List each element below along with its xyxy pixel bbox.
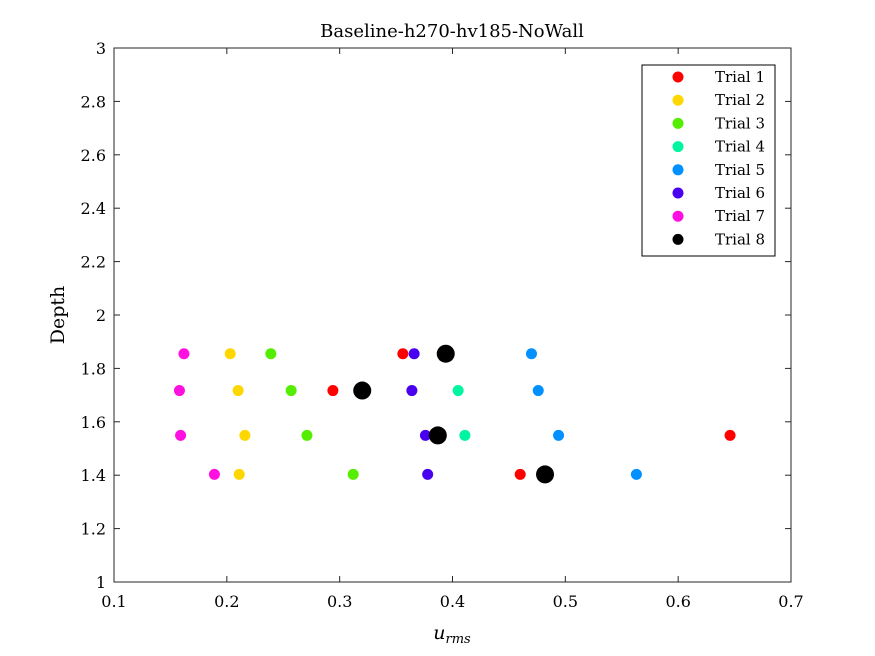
y-axis-ticks: 1 1.2 1.4 1.6 1.8 2 2.2 2.4 2.6 2.8 3 — [81, 39, 791, 592]
data-point — [406, 385, 418, 397]
y-tick-label: 2.8 — [81, 92, 106, 111]
data-point — [428, 426, 447, 445]
x-axis-ticks: 0.1 0.2 0.3 0.4 0.5 0.6 0.7 — [101, 48, 804, 611]
legend-marker — [672, 187, 684, 199]
y-tick-label: 1.4 — [81, 466, 106, 485]
legend-marker — [672, 141, 684, 153]
data-point — [422, 468, 434, 480]
y-tick-label: 2.6 — [81, 146, 106, 165]
data-point — [630, 468, 642, 480]
data-point — [724, 429, 736, 441]
data-point — [232, 385, 244, 397]
data-point — [208, 468, 220, 480]
data-point — [419, 429, 431, 441]
x-tick-label: 0.7 — [778, 592, 803, 611]
legend-marker — [672, 71, 684, 83]
data-point — [459, 429, 471, 441]
legend-marker — [672, 117, 684, 129]
legend-label: Trial 5 — [715, 161, 765, 179]
data-point — [301, 429, 313, 441]
data-point — [532, 385, 544, 397]
x-axis-label: urms — [433, 622, 471, 647]
data-point — [353, 381, 372, 400]
data-point — [233, 468, 245, 480]
data-point — [408, 348, 420, 360]
data-points — [173, 344, 736, 484]
data-point — [327, 385, 339, 397]
x-tick-label: 0.5 — [553, 592, 578, 611]
y-tick-label: 1.2 — [81, 520, 106, 539]
legend-label: Trial 1 — [715, 68, 765, 86]
legend-label: Trial 3 — [715, 114, 765, 132]
data-point — [224, 348, 236, 360]
x-axis-label-subscript: rms — [446, 632, 472, 647]
data-point — [173, 385, 185, 397]
data-point — [285, 385, 297, 397]
x-tick-label: 0.4 — [440, 592, 465, 611]
legend-marker — [672, 94, 684, 106]
x-tick-label: 0.3 — [327, 592, 352, 611]
legend-box — [641, 64, 776, 257]
y-axis-label: Depth — [47, 286, 69, 345]
y-tick-label: 2 — [96, 306, 106, 325]
y-tick-label: 1 — [96, 573, 106, 592]
y-tick-label: 3 — [96, 39, 106, 58]
data-point — [553, 429, 565, 441]
legend-marker — [672, 210, 684, 222]
legend-marker — [672, 233, 684, 245]
data-point — [347, 468, 359, 480]
legend-label: Trial 4 — [715, 138, 765, 156]
legend-label: Trial 2 — [715, 91, 765, 109]
y-tick-label: 1.6 — [81, 413, 106, 432]
y-tick-label: 2.4 — [81, 199, 106, 218]
data-point — [178, 348, 190, 360]
legend-label: Trial 7 — [715, 207, 765, 225]
data-point — [175, 429, 187, 441]
data-point — [239, 429, 251, 441]
chart-title: Baseline-h270-hv185-NoWall — [320, 21, 584, 42]
data-point — [525, 348, 537, 360]
legend: Trial 1 Trial 2 Trial 3 Trial 4 Trial 5 Trial… — [641, 64, 776, 257]
legend-label: Trial 6 — [715, 184, 765, 202]
legend-label: Trial 8 — [715, 230, 765, 248]
y-tick-label: 1.8 — [81, 359, 106, 378]
legend-marker — [672, 164, 684, 176]
data-point — [265, 348, 277, 360]
data-point — [536, 465, 555, 484]
x-tick-label: 0.1 — [101, 592, 126, 611]
x-axis-label-main: u — [433, 622, 445, 644]
data-point — [436, 344, 455, 363]
data-point — [452, 385, 464, 397]
x-tick-label: 0.6 — [665, 592, 690, 611]
data-point — [397, 348, 409, 360]
data-point — [514, 468, 526, 480]
x-tick-label: 0.2 — [214, 592, 239, 611]
y-tick-label: 2.2 — [81, 253, 106, 272]
legend-items: Trial 1 Trial 2 Trial 3 Trial 4 Trial 5 Trial… — [672, 68, 765, 248]
